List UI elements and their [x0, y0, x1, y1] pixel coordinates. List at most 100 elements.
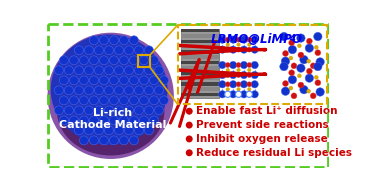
Circle shape: [149, 56, 159, 65]
Circle shape: [79, 96, 88, 105]
Text: LRMO@LiMPO: LRMO@LiMPO: [210, 33, 302, 46]
Circle shape: [99, 76, 108, 85]
Ellipse shape: [57, 67, 164, 155]
Circle shape: [315, 45, 318, 49]
Circle shape: [145, 126, 153, 135]
Circle shape: [307, 89, 310, 93]
Circle shape: [305, 74, 313, 82]
Circle shape: [240, 36, 248, 43]
Circle shape: [236, 73, 241, 77]
Circle shape: [155, 86, 163, 95]
Circle shape: [120, 56, 128, 65]
Circle shape: [90, 96, 98, 105]
Circle shape: [236, 92, 241, 97]
Circle shape: [229, 71, 237, 79]
Circle shape: [75, 106, 83, 115]
Circle shape: [59, 96, 68, 105]
Circle shape: [297, 74, 301, 78]
Circle shape: [247, 63, 252, 67]
Circle shape: [90, 36, 98, 45]
Circle shape: [298, 52, 304, 58]
Circle shape: [236, 63, 241, 67]
Circle shape: [79, 116, 88, 125]
Circle shape: [248, 88, 251, 91]
Circle shape: [281, 57, 290, 65]
Circle shape: [219, 91, 226, 98]
Circle shape: [160, 96, 168, 105]
Text: Enable fast Li⁺ diffusion: Enable fast Li⁺ diffusion: [196, 106, 338, 116]
Circle shape: [251, 46, 258, 53]
Bar: [181, 50, 219, 54]
Circle shape: [229, 81, 237, 88]
Circle shape: [247, 73, 252, 77]
Circle shape: [90, 56, 98, 65]
Circle shape: [186, 108, 193, 115]
Circle shape: [59, 76, 68, 85]
Circle shape: [75, 86, 83, 95]
Circle shape: [306, 68, 312, 74]
Circle shape: [248, 43, 251, 46]
Circle shape: [69, 96, 79, 105]
Circle shape: [225, 47, 230, 52]
Circle shape: [316, 58, 324, 66]
Circle shape: [105, 126, 113, 135]
Circle shape: [90, 136, 98, 145]
Circle shape: [124, 46, 134, 55]
Circle shape: [305, 44, 313, 52]
Circle shape: [236, 82, 241, 87]
Text: Reduce residual Li species: Reduce residual Li species: [196, 148, 352, 158]
Circle shape: [130, 116, 138, 125]
Circle shape: [306, 38, 312, 44]
Circle shape: [109, 76, 119, 85]
Circle shape: [79, 56, 88, 65]
Circle shape: [297, 64, 305, 72]
Circle shape: [120, 136, 128, 145]
Circle shape: [225, 92, 230, 97]
Circle shape: [94, 126, 103, 135]
Circle shape: [291, 63, 297, 69]
Circle shape: [315, 80, 321, 86]
Circle shape: [246, 91, 252, 97]
Circle shape: [94, 106, 103, 115]
Bar: [181, 61, 219, 64]
Circle shape: [313, 62, 322, 71]
Circle shape: [54, 86, 63, 95]
Circle shape: [149, 96, 159, 105]
Circle shape: [219, 36, 226, 43]
Circle shape: [240, 91, 248, 98]
Circle shape: [124, 66, 134, 75]
Circle shape: [105, 46, 113, 55]
Circle shape: [219, 61, 226, 69]
Circle shape: [186, 136, 193, 143]
Circle shape: [310, 93, 316, 99]
Circle shape: [219, 81, 226, 88]
Circle shape: [109, 56, 119, 65]
Circle shape: [139, 116, 148, 125]
Circle shape: [281, 87, 290, 95]
Circle shape: [155, 66, 163, 75]
Circle shape: [229, 36, 237, 43]
Ellipse shape: [51, 34, 168, 145]
Circle shape: [289, 40, 295, 46]
Circle shape: [109, 36, 119, 45]
Bar: [181, 29, 219, 98]
Circle shape: [69, 56, 79, 65]
Circle shape: [247, 47, 252, 52]
Text: 4: 4: [289, 34, 295, 43]
Circle shape: [297, 34, 305, 42]
Circle shape: [99, 116, 108, 125]
Circle shape: [139, 56, 148, 65]
Circle shape: [120, 116, 128, 125]
Circle shape: [219, 71, 226, 79]
Bar: [178, 25, 327, 104]
Circle shape: [240, 71, 248, 79]
Circle shape: [134, 106, 143, 115]
Circle shape: [307, 59, 310, 63]
Circle shape: [65, 106, 73, 115]
Circle shape: [225, 37, 230, 42]
Circle shape: [54, 66, 63, 75]
Circle shape: [99, 136, 108, 145]
Circle shape: [105, 66, 113, 75]
Circle shape: [160, 76, 168, 85]
Circle shape: [186, 122, 193, 129]
